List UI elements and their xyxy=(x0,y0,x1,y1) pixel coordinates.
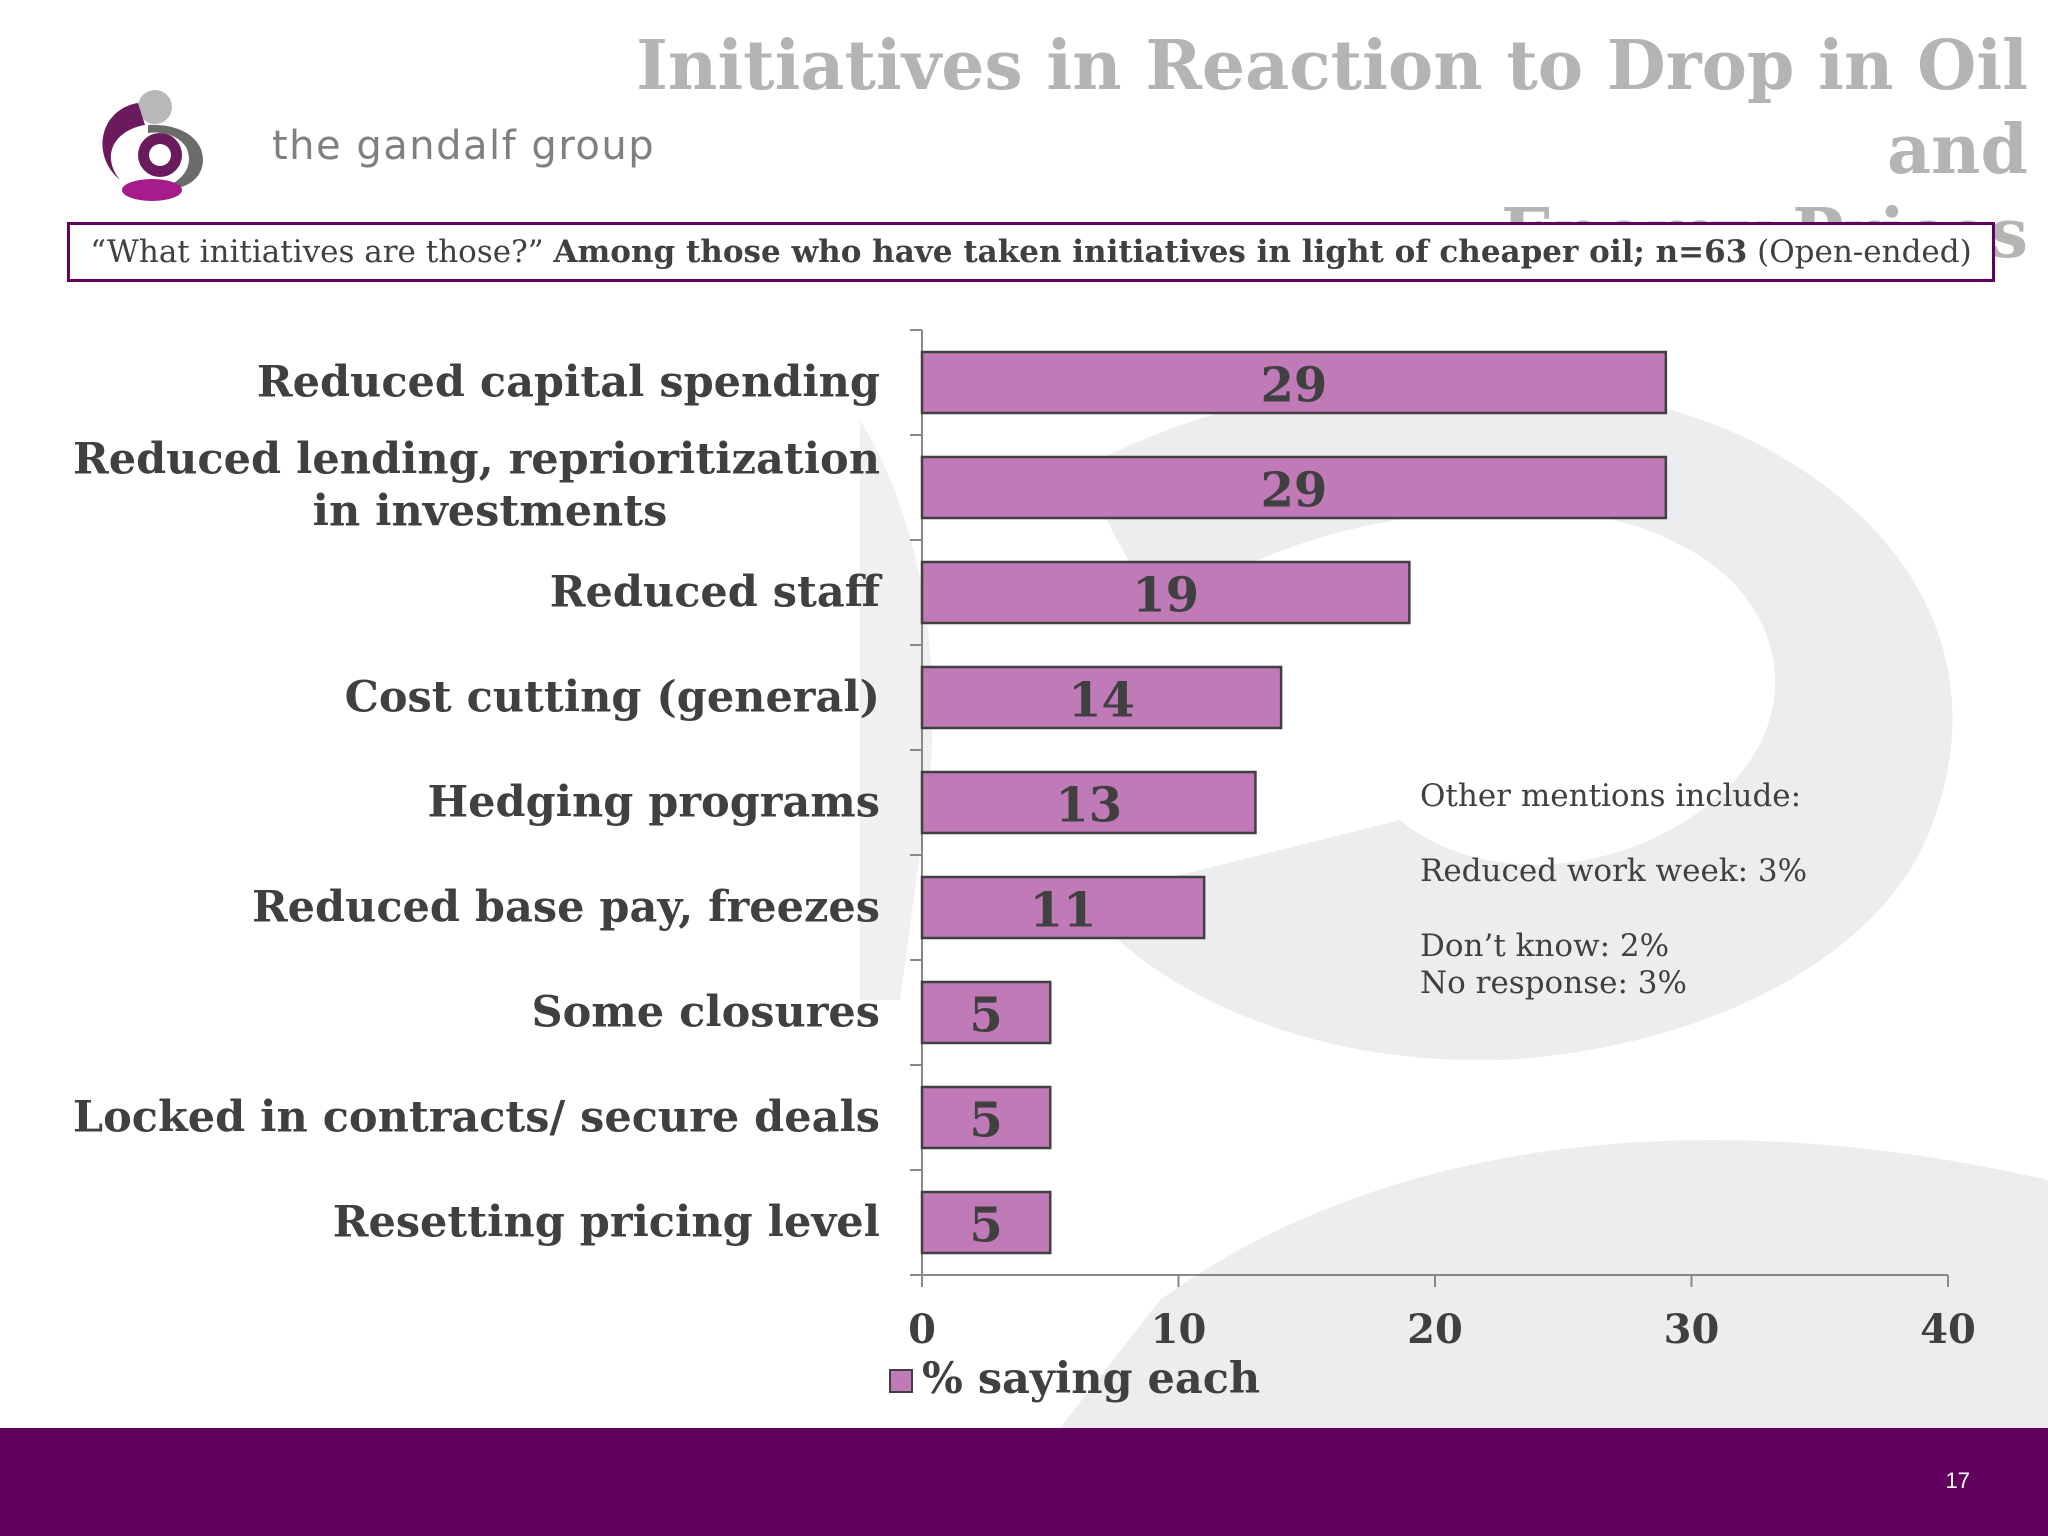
title-line-1: Initiatives in Reaction to Drop in Oil a… xyxy=(636,26,2028,190)
bar xyxy=(920,1190,1052,1255)
x-tick-label: 40 xyxy=(1920,1306,1976,1353)
bar-value-label: 29 xyxy=(1261,358,1328,414)
bar xyxy=(920,980,1052,1045)
bar-value-label: 11 xyxy=(1030,883,1097,939)
logo-text: the gandalf group xyxy=(272,123,656,169)
other-mention-dont-know: Don’t know: 2% xyxy=(1420,928,1670,964)
category-label: in investments xyxy=(313,487,668,537)
question-quote: “What initiatives are those?” xyxy=(90,234,544,270)
bar xyxy=(920,665,1283,730)
question-base: Among those who have taken initiatives i… xyxy=(553,234,1748,270)
x-tick-label: 30 xyxy=(1664,1306,1720,1353)
category-label: Reduced capital spending xyxy=(257,358,880,408)
bar-chart: 0 10 20 30 40 29 Reduced capital spending 29 Red… xyxy=(73,329,1976,1404)
category-label: Reduced base pay, freezes xyxy=(252,883,880,933)
category-label: Reduced staff xyxy=(550,568,883,618)
bar-value-label: 13 xyxy=(1055,778,1122,834)
legend-swatch xyxy=(889,1369,913,1393)
bar-value-label: 29 xyxy=(1261,463,1328,519)
category-label: Resetting pricing level xyxy=(333,1198,880,1248)
legend-label: % saying each xyxy=(922,1354,1260,1404)
footer-bar: 17 xyxy=(0,1428,2048,1536)
bar xyxy=(920,1085,1052,1150)
question-box: “What initiatives are those?” Among thos… xyxy=(67,222,1995,282)
bar xyxy=(920,560,1411,625)
category-label: Some closures xyxy=(532,988,880,1038)
bar xyxy=(920,770,1257,835)
bar xyxy=(920,875,1206,940)
bar xyxy=(920,350,1668,415)
x-tick-label: 20 xyxy=(1407,1306,1463,1353)
company-logo: the gandalf group xyxy=(90,85,730,215)
other-mention-work-week: Reduced work week: 3% xyxy=(1420,853,1808,889)
bar-value-label: 5 xyxy=(969,988,1002,1044)
category-label: Reduced lending, reprioritization xyxy=(73,435,880,485)
question-suffix: (Open-ended) xyxy=(1757,234,1972,270)
bar xyxy=(920,455,1668,520)
bar-value-label: 14 xyxy=(1068,673,1135,729)
x-tick-label: 10 xyxy=(1151,1306,1207,1353)
logo-mark-icon xyxy=(102,90,203,201)
page-number: 17 xyxy=(1945,1468,1970,1493)
category-label: Hedging programs xyxy=(428,778,880,828)
bar-value-label: 5 xyxy=(969,1093,1002,1149)
other-mentions: Other mentions include: Reduced work wee… xyxy=(1420,778,1807,1002)
bar-value-label: 5 xyxy=(969,1198,1002,1254)
other-mention-no-response: No response: 3% xyxy=(1420,965,1687,1001)
category-label: Locked in contracts/ secure deals xyxy=(73,1093,880,1143)
background-watermark xyxy=(860,379,2048,1428)
x-tick-label: 0 xyxy=(908,1306,936,1353)
other-mentions-heading: Other mentions include: xyxy=(1420,778,1802,814)
bar-value-label: 19 xyxy=(1132,568,1199,624)
category-label: Cost cutting (general) xyxy=(345,673,880,723)
